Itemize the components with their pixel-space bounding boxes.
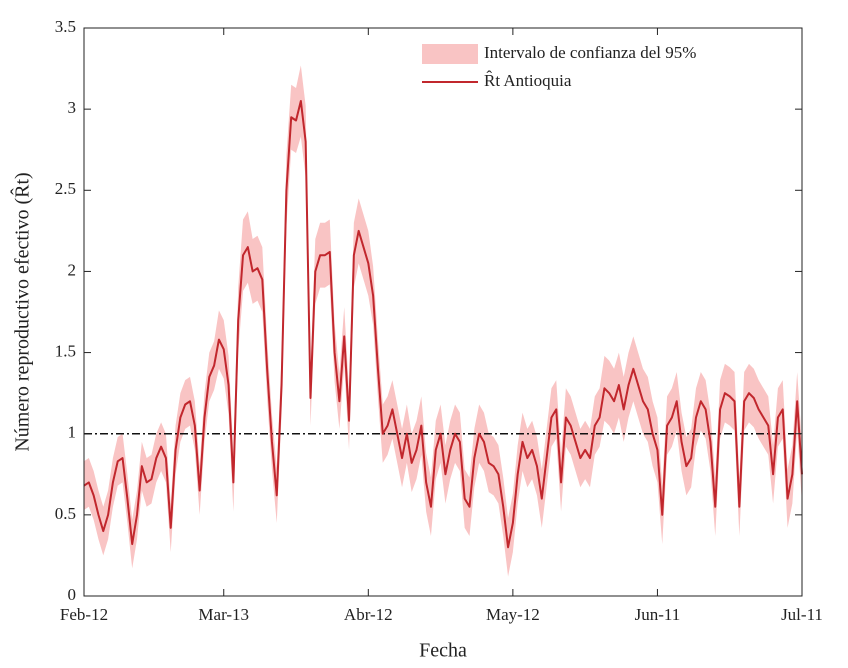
y-tick-label: 2 — [68, 260, 77, 279]
y-tick-label: 3 — [68, 98, 77, 117]
series-line — [83, 100, 803, 549]
y-tick-label: 0 — [68, 585, 77, 604]
x-tick-label: May-12 — [486, 605, 540, 624]
x-tick-label: Feb-12 — [60, 605, 108, 624]
y-tick-label: 1 — [68, 423, 77, 442]
y-tick-label: 1.5 — [55, 341, 76, 360]
legend-label: R̂t Antioquia — [484, 71, 572, 90]
x-tick-label: Mar-13 — [198, 605, 249, 624]
y-tick-label: 0.5 — [55, 504, 76, 523]
y-tick-label: 3.5 — [55, 17, 76, 36]
x-tick-label: Jun-11 — [635, 605, 681, 624]
legend-label: Intervalo de confianza del 95% — [484, 43, 696, 62]
x-tick-label: Abr-12 — [344, 605, 393, 624]
x-tick-label: Jul-11 — [781, 605, 823, 624]
y-axis-label: Número reproductivo efectivo (R̂t) — [10, 172, 34, 451]
y-tick-label: 2.5 — [55, 179, 76, 198]
plot-frame — [83, 27, 803, 597]
confidence-band — [84, 65, 802, 577]
legend-swatch — [422, 44, 478, 64]
x-axis-label: Fecha — [419, 640, 467, 662]
